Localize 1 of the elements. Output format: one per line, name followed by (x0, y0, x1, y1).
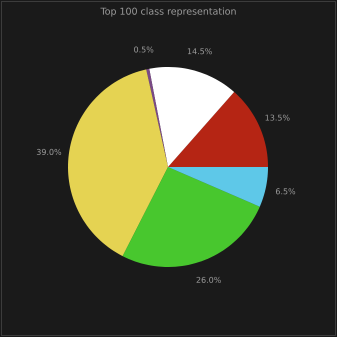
chart-title: Top 100 class representation (100, 7, 236, 17)
